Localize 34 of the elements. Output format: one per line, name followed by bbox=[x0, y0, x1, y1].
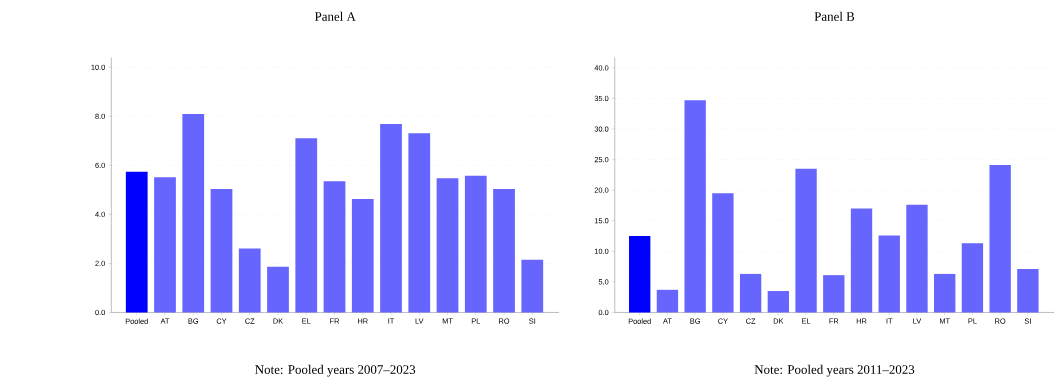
bar bbox=[464, 175, 487, 313]
bar bbox=[739, 273, 762, 313]
bar bbox=[323, 181, 346, 313]
bar bbox=[1017, 268, 1039, 313]
bar bbox=[656, 289, 679, 313]
bar bbox=[878, 235, 900, 313]
bar bbox=[351, 198, 374, 313]
bar bbox=[712, 192, 734, 313]
bar bbox=[493, 188, 515, 313]
bar bbox=[295, 137, 318, 313]
bar bbox=[823, 274, 845, 313]
bar bbox=[989, 164, 1011, 313]
bar bbox=[380, 123, 402, 313]
bar bbox=[210, 188, 233, 313]
bar bbox=[767, 290, 790, 313]
bar bbox=[850, 208, 873, 313]
bar bbox=[684, 100, 706, 313]
chart-title: Panel A bbox=[314, 11, 356, 21]
bar bbox=[238, 248, 261, 313]
bar bbox=[961, 243, 984, 313]
bar bbox=[934, 273, 956, 313]
chart-title: Panel B bbox=[814, 11, 855, 21]
bar bbox=[629, 235, 651, 313]
bar bbox=[267, 266, 289, 313]
bar bbox=[125, 171, 148, 313]
bar bbox=[795, 168, 817, 313]
bar bbox=[154, 177, 176, 313]
bar bbox=[408, 133, 431, 313]
bar bbox=[182, 113, 205, 313]
bar bbox=[521, 259, 544, 313]
text: Note: Pooled years 2007–2023 bbox=[255, 364, 416, 377]
bar bbox=[906, 204, 928, 313]
bar bbox=[436, 178, 459, 313]
text: Note: Pooled years 2011–2023 bbox=[754, 364, 915, 377]
